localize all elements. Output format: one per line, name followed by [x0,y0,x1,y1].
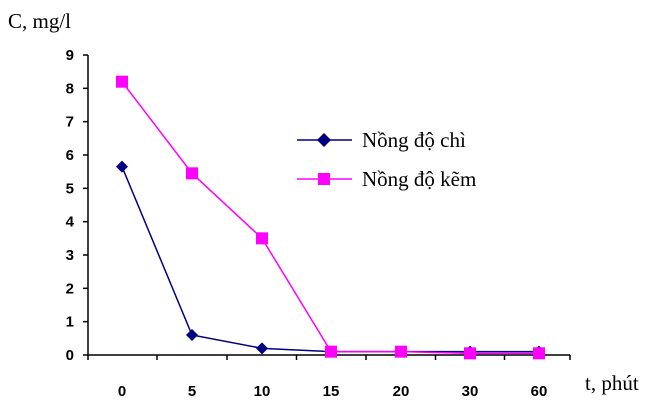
y-tick-label: 5 [66,180,74,197]
data-point [186,167,198,180]
data-point [325,345,337,358]
legend: Nồng độ chì Nồng độ kẽm [297,128,476,191]
data-point [186,329,198,341]
data-point [395,345,407,358]
x-tick-label: 15 [323,383,340,400]
x-tick-label: 0 [118,383,126,400]
x-tick-label: 10 [254,383,271,400]
data-point [464,347,476,360]
legend-marker-zinc [318,173,330,185]
data-point [116,75,128,88]
data-point [256,232,268,245]
y-tick-label: 9 [66,47,74,64]
y-tick-label: 1 [66,314,74,331]
y-axis-label: C, mg/l [8,9,71,33]
y-tick-label: 7 [66,114,74,131]
x-tick-label: 20 [393,383,410,400]
data-point [256,342,268,355]
y-tick-label: 6 [66,147,74,164]
series-line-0 [121,166,539,353]
y-tick-label: 8 [66,80,74,97]
series-layer [116,75,545,360]
x-tick-label: 30 [462,383,479,400]
data-point [533,347,545,360]
y-tick-label: 0 [66,347,74,364]
x-ticks: 0 5 10 15 20 30 60 [87,355,571,400]
y-tick-label: 2 [66,280,74,297]
legend-marker-lead [317,133,331,147]
x-axis-label: t, phút [585,371,639,395]
legend-label-zinc: Nồng độ kẽm [362,167,476,191]
y-tick-label: 3 [66,247,74,264]
x-tick-label: 5 [188,383,196,400]
data-point [116,160,128,173]
series-line-1 [121,81,539,355]
y-ticks: 0 1 2 3 4 5 6 7 8 9 [66,47,88,364]
x-tick-label: 60 [531,383,548,400]
legend-label-lead: Nồng độ chì [362,128,466,152]
y-tick-label: 4 [66,214,75,231]
